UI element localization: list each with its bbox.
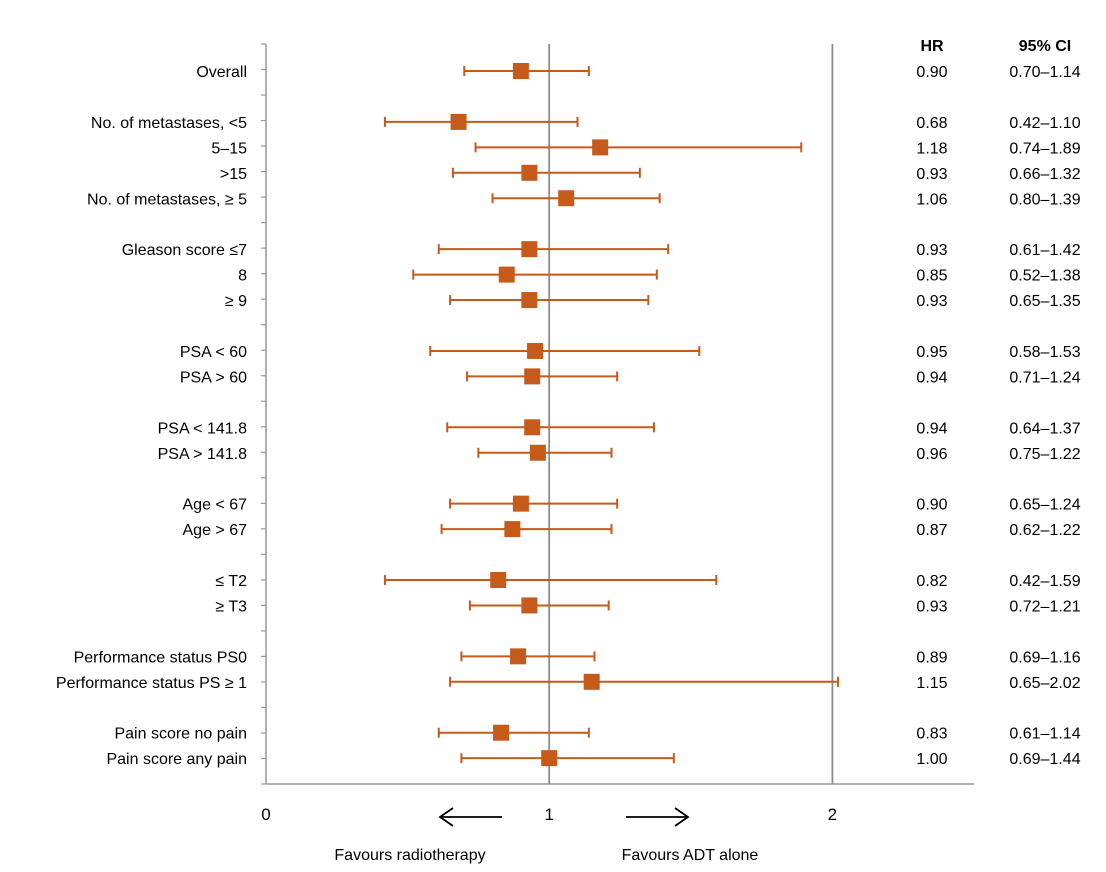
left-arrow-icon <box>438 807 454 827</box>
hr-value: 1.00 <box>916 751 947 768</box>
ci-value: 0.42–1.10 <box>1009 115 1080 132</box>
ci-value: 0.64–1.37 <box>1009 420 1080 437</box>
ci-value: 0.58–1.53 <box>1009 344 1080 361</box>
ci-value: 0.66–1.32 <box>1009 166 1080 183</box>
hr-marker <box>498 266 515 283</box>
hr-value: 0.85 <box>916 268 947 285</box>
row-label: PSA < 141.8 <box>158 420 248 437</box>
hr-marker <box>524 419 541 436</box>
hr-marker <box>521 241 538 258</box>
right-arrow-icon <box>674 807 690 827</box>
hr-marker <box>558 190 575 207</box>
row-label: PSA < 60 <box>180 344 247 361</box>
ci-value: 0.61–1.42 <box>1009 242 1080 259</box>
x-tick-labels: 0 1 2 <box>261 805 837 824</box>
ci-column-header: 95% CI <box>1019 38 1071 55</box>
row-label: Pain score no pain <box>114 726 247 743</box>
ci-value: 0.65–2.02 <box>1009 675 1080 692</box>
row-label: No. of metastases, ≥ 5 <box>87 191 247 208</box>
row-label: Pain score any pain <box>106 751 247 768</box>
hr-marker <box>524 368 541 385</box>
row-label: Age > 67 <box>183 522 248 539</box>
hr-value: 0.90 <box>916 497 947 514</box>
row-label: Performance status PS0 <box>74 649 248 666</box>
ci-value: 0.74–1.89 <box>1009 140 1080 157</box>
hr-value: 0.93 <box>916 242 947 259</box>
hr-value: 1.18 <box>916 140 947 157</box>
hr-value: 0.89 <box>916 649 947 666</box>
row-label: Overall <box>196 64 247 81</box>
hr-value: 0.87 <box>916 522 947 539</box>
ci-value: 0.75–1.22 <box>1009 446 1080 463</box>
ci-value: 0.62–1.22 <box>1009 522 1080 539</box>
ci-value: 0.52–1.38 <box>1009 268 1080 285</box>
hr-marker <box>521 292 538 309</box>
x-tick-label: 1 <box>544 805 553 824</box>
ci-value: 0.72–1.21 <box>1009 598 1080 615</box>
hr-column-header: HR <box>920 38 944 55</box>
hr-marker <box>512 495 529 512</box>
row-label: PSA > 141.8 <box>158 446 248 463</box>
hr-value: 0.93 <box>916 293 947 310</box>
row-label: Age < 67 <box>183 497 248 514</box>
row-label: No. of metastases, <5 <box>91 115 247 132</box>
hr-value: 1.06 <box>916 191 947 208</box>
row-label: 8 <box>238 268 247 285</box>
ci-value: 0.65–1.24 <box>1009 497 1080 514</box>
hr-marker <box>541 750 558 767</box>
hr-value: 0.83 <box>916 726 947 743</box>
hr-marker <box>521 597 538 614</box>
column-headers: HR 95% CI <box>920 38 1071 55</box>
hr-marker <box>450 113 467 130</box>
axes <box>261 43 974 785</box>
x-tick-label: 2 <box>828 805 837 824</box>
hr-marker <box>490 572 507 588</box>
hr-marker <box>521 164 538 181</box>
hr-marker <box>504 521 521 538</box>
ci-value: 0.61–1.14 <box>1009 726 1080 743</box>
hr-marker <box>592 139 609 156</box>
hr-value: 0.68 <box>916 115 947 132</box>
hr-value: 0.90 <box>916 64 947 81</box>
hr-marker <box>493 724 510 741</box>
x-tick-label: 0 <box>261 805 270 824</box>
ci-value: 0.69–1.44 <box>1009 751 1080 768</box>
ci-value: 0.69–1.16 <box>1009 649 1080 666</box>
ci-value: 0.65–1.35 <box>1009 293 1080 310</box>
ci-value: 0.71–1.24 <box>1009 369 1080 386</box>
row-label: ≤ T2 <box>215 573 247 590</box>
favours-annotations: Favours radiotherapy Favours ADT alone <box>334 807 759 864</box>
hr-value: 0.82 <box>916 573 947 590</box>
hr-marker <box>583 673 600 690</box>
ci-value: 0.70–1.14 <box>1009 64 1080 81</box>
favours-left-label: Favours radiotherapy <box>334 847 485 864</box>
row-label: Performance status PS ≥ 1 <box>56 675 247 692</box>
hr-marker <box>512 63 529 79</box>
hr-value: 0.96 <box>916 446 947 463</box>
row-label: Gleason score ≤7 <box>122 242 247 259</box>
ci-value: 0.42–1.59 <box>1009 573 1080 590</box>
favours-right-label: Favours ADT alone <box>622 847 759 864</box>
hr-marker <box>527 342 544 359</box>
ci-value: 0.80–1.39 <box>1009 191 1080 208</box>
hr-value: 1.15 <box>916 675 947 692</box>
hr-value: 0.93 <box>916 598 947 615</box>
row-label: 5–15 <box>211 140 247 157</box>
row-label: PSA > 60 <box>180 369 247 386</box>
row-label: >15 <box>220 166 247 183</box>
hr-value: 0.95 <box>916 344 947 361</box>
hr-marker <box>510 648 527 665</box>
hr-value: 0.94 <box>916 369 947 386</box>
row-label: ≥ T3 <box>215 598 247 615</box>
plot-rows: Overall 0.90 0.70–1.14 No. of metastases, <… <box>56 63 1081 768</box>
row-label: ≥ 9 <box>225 293 247 310</box>
hr-value: 0.93 <box>916 166 947 183</box>
hr-marker <box>529 444 546 461</box>
hr-value: 0.94 <box>916 420 947 437</box>
